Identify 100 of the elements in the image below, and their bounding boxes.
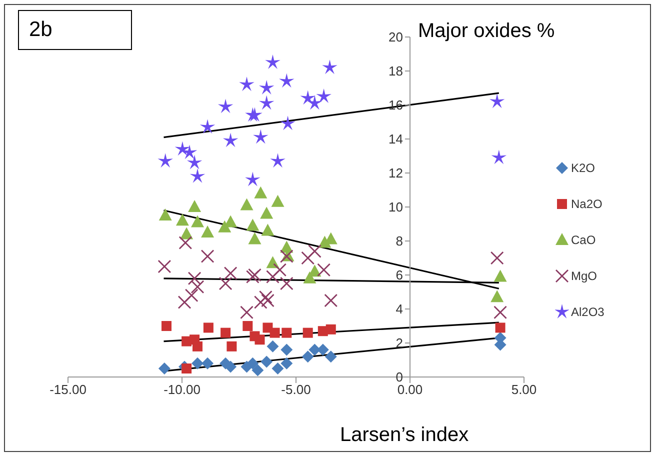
x-tick-label: 0.00 (397, 382, 423, 398)
point (491, 150, 507, 164)
point (242, 321, 253, 331)
point (300, 90, 316, 105)
point (188, 272, 202, 286)
point (261, 294, 274, 308)
point (273, 263, 287, 277)
point (301, 251, 315, 265)
point (191, 215, 204, 228)
point (270, 328, 280, 338)
point (246, 218, 260, 231)
text: 2b (18, 10, 132, 50)
point (317, 263, 331, 277)
point (158, 153, 173, 168)
point (494, 270, 507, 282)
point (260, 206, 274, 219)
point (246, 357, 259, 370)
point (218, 98, 234, 114)
point (280, 276, 294, 290)
point (192, 357, 204, 370)
point (495, 322, 506, 333)
y-tick-label: 0 (396, 370, 403, 385)
point (322, 60, 338, 74)
y-tick-label: 10 (388, 200, 403, 215)
point (308, 244, 322, 258)
point (280, 357, 293, 370)
point (158, 362, 170, 374)
x-tick-label: -15.00 (50, 382, 86, 398)
point (200, 250, 214, 263)
point (258, 290, 272, 304)
legend-label: Al2O3 (571, 305, 604, 319)
point (226, 341, 237, 352)
point (184, 288, 198, 302)
point (324, 350, 337, 363)
point (271, 194, 284, 207)
point (240, 306, 254, 320)
y-tick-label: 14 (388, 132, 403, 147)
point (200, 119, 216, 134)
point (248, 232, 262, 244)
point (174, 141, 190, 156)
y-tick-label: 8 (396, 234, 403, 249)
legend-label: MgO (571, 269, 598, 283)
point (302, 350, 314, 363)
point (326, 324, 336, 334)
point (308, 264, 322, 277)
legend-label: CaO (571, 233, 596, 247)
point (282, 328, 292, 338)
point (222, 132, 238, 148)
point (254, 296, 268, 309)
point (158, 260, 172, 274)
x-axis-title: Larsen’s index (340, 424, 469, 447)
point (254, 334, 265, 345)
point (307, 95, 322, 110)
point (201, 226, 214, 238)
point (279, 73, 294, 88)
y-tick-label: 12 (388, 166, 403, 181)
y-tick-label: 18 (388, 64, 403, 79)
point (220, 328, 231, 338)
point (182, 364, 192, 374)
y-tick-label: 6 (396, 268, 403, 283)
point (158, 208, 172, 220)
y-tick-label: 20 (388, 30, 403, 45)
point (258, 95, 274, 110)
point (258, 80, 274, 94)
point (224, 360, 237, 373)
x-tick-label: 5.00 (511, 382, 537, 398)
point (239, 76, 254, 92)
point (280, 116, 296, 130)
point (494, 306, 507, 320)
point (252, 364, 264, 376)
point (253, 129, 268, 144)
point (245, 172, 260, 186)
y-tick-label: 2 (396, 336, 403, 351)
point (190, 280, 204, 294)
point (316, 88, 332, 103)
point (302, 328, 313, 338)
point (254, 186, 268, 198)
point (280, 344, 293, 356)
point (303, 271, 316, 284)
x-tick-label: -10.00 (164, 382, 200, 398)
legend-label: Na2O (571, 197, 602, 211)
point (266, 270, 280, 284)
point (178, 236, 192, 250)
point (272, 362, 284, 374)
point (490, 251, 504, 265)
point (203, 322, 214, 333)
point (266, 340, 279, 352)
point (224, 215, 238, 228)
point (248, 268, 262, 282)
x-tick-label: -5.00 (281, 382, 311, 398)
point (161, 321, 172, 331)
point (489, 94, 505, 108)
point (246, 270, 260, 284)
point (324, 294, 338, 308)
point (178, 296, 192, 309)
point (190, 168, 206, 183)
point (192, 341, 203, 352)
point (490, 290, 504, 302)
point (265, 54, 280, 69)
point (218, 276, 232, 290)
